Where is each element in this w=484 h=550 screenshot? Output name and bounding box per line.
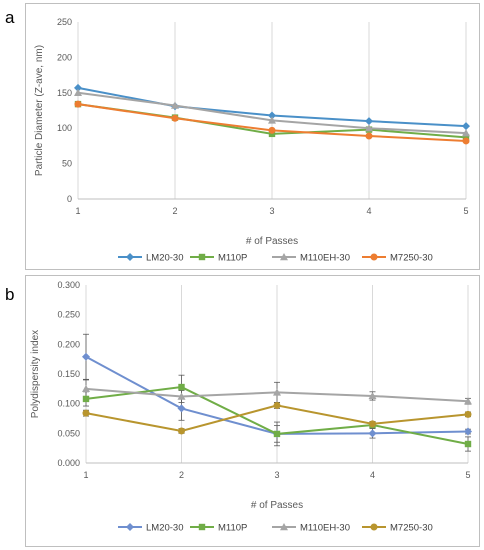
data-point-0-0-4 [462, 122, 470, 130]
data-point-0-3-3 [366, 132, 373, 139]
x-tick-label-0-1: 2 [172, 206, 177, 216]
data-point-0-3-2 [269, 127, 276, 134]
data-point-1-3-4 [465, 411, 472, 418]
data-point-1-3-2 [274, 402, 281, 409]
data-point-1-0-4 [464, 428, 472, 436]
legend-marker-1-0 [126, 523, 134, 531]
legend-marker-0-1 [199, 254, 205, 260]
data-point-1-1-1 [178, 384, 184, 390]
y-tick-label-1-0: 0.000 [57, 458, 80, 468]
x-axis-title-1: # of Passes [251, 500, 303, 511]
legend-label-0-2: M110EH-30 [300, 253, 350, 264]
y-tick-label-1-2: 0.100 [57, 399, 80, 409]
legend-label-0-3: M7250-30 [390, 253, 433, 264]
data-point-0-3-4 [463, 137, 470, 144]
x-tick-label-1-2: 3 [274, 470, 279, 480]
data-point-0-3-0 [75, 101, 82, 108]
data-point-1-1-2 [274, 431, 280, 437]
y-tick-label-0-2: 100 [57, 123, 72, 133]
x-tick-label-1-1: 2 [179, 470, 184, 480]
y-tick-label-0-0: 0 [67, 194, 72, 204]
data-point-1-3-1 [178, 427, 185, 434]
legend-marker-0-3 [371, 254, 378, 261]
data-point-1-3-0 [83, 410, 90, 417]
x-tick-label-0-2: 3 [269, 206, 274, 216]
data-point-1-1-4 [465, 441, 471, 447]
y-tick-label-1-3: 0.150 [57, 369, 80, 379]
x-axis-title-0: # of Passes [246, 236, 298, 247]
y-axis-title-1: Polydispersity index [30, 330, 41, 418]
legend-label-0-0: LM20-30 [146, 253, 184, 264]
legend-label-0-1: M110P [218, 253, 247, 264]
legend-label-1-0: LM20-30 [146, 523, 184, 534]
y-tick-label-0-5: 250 [57, 17, 72, 27]
data-point-0-0-3 [365, 117, 373, 125]
legend-marker-1-3 [371, 524, 378, 531]
legend-marker-0-0 [126, 253, 134, 261]
y-tick-label-0-3: 150 [57, 88, 72, 98]
legend-label-1-2: M110EH-30 [300, 523, 350, 534]
y-tick-label-1-5: 0.250 [57, 310, 80, 320]
legend-label-1-1: M110P [218, 523, 247, 534]
legend-marker-1-1 [199, 524, 205, 530]
x-tick-label-0-3: 4 [366, 206, 371, 216]
y-tick-label-1-1: 0.050 [57, 428, 80, 438]
x-tick-label-1-0: 1 [83, 470, 88, 480]
y-axis-title-0: Particle Diameter (Z-ave, nm) [34, 45, 45, 176]
data-point-1-0-0 [82, 353, 90, 361]
data-point-1-0-1 [178, 404, 186, 412]
x-tick-label-0-0: 1 [75, 206, 80, 216]
data-point-0-3-1 [172, 115, 179, 122]
data-point-1-0-3 [369, 429, 377, 437]
x-tick-label-0-4: 5 [463, 206, 468, 216]
x-tick-label-1-3: 4 [370, 470, 375, 480]
y-tick-label-0-1: 50 [62, 159, 72, 169]
data-point-1-3-3 [369, 420, 376, 427]
legend-label-1-3: M7250-30 [390, 523, 433, 534]
y-tick-label-0-4: 200 [57, 52, 72, 62]
data-point-1-1-0 [83, 396, 89, 402]
y-tick-label-1-6: 0.300 [57, 280, 80, 290]
x-tick-label-1-4: 5 [465, 470, 470, 480]
y-tick-label-1-4: 0.200 [57, 339, 80, 349]
